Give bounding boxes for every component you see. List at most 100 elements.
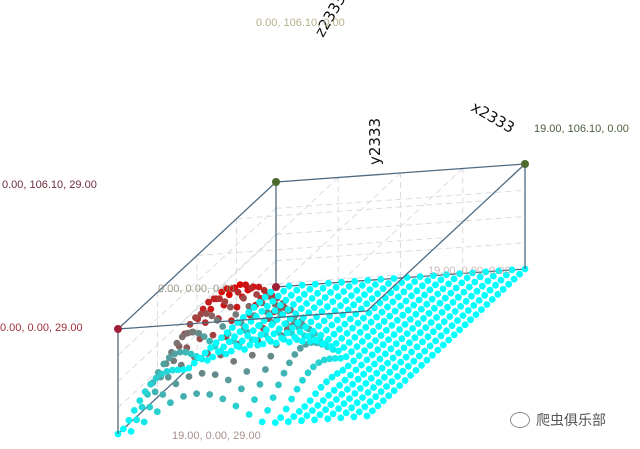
- data-point: [332, 340, 340, 347]
- corner-label-4: 0.00, 0.00, 29.00: [0, 322, 83, 334]
- data-point: [345, 283, 353, 290]
- data-point: [397, 358, 405, 366]
- data-point: [282, 405, 290, 413]
- data-point: [423, 300, 431, 308]
- data-point: [267, 352, 275, 360]
- data-point: [254, 341, 261, 349]
- data-point: [272, 339, 280, 347]
- data-point: [462, 297, 470, 305]
- data-point: [392, 340, 400, 348]
- data-point: [207, 344, 215, 352]
- data-point: [389, 354, 397, 362]
- data-point: [174, 366, 182, 374]
- data-point: [293, 385, 301, 393]
- data-point: [443, 327, 450, 335]
- data-point: [320, 356, 328, 364]
- data-point: [259, 340, 267, 348]
- data-point: [267, 288, 274, 296]
- data-point: [336, 381, 343, 389]
- data-point: [372, 281, 379, 288]
- data-point: [220, 343, 228, 351]
- data-point: [223, 285, 231, 293]
- data-point: [338, 335, 346, 342]
- data-point: [384, 303, 391, 311]
- data-point: [291, 351, 299, 358]
- bounding-box-back: [117, 182, 526, 435]
- data-point: [271, 307, 279, 314]
- data-point: [416, 329, 424, 337]
- data-point: [328, 321, 336, 329]
- data-point: [229, 324, 236, 331]
- chat-bubble-icon: [510, 412, 530, 428]
- data-point: [304, 332, 312, 340]
- corner-label-2: 0.00, 106.10, 0.00: [256, 17, 345, 29]
- data-point: [373, 369, 381, 377]
- box-edge: [275, 163, 526, 183]
- data-point: [401, 321, 409, 328]
- data-point: [180, 393, 187, 400]
- data-point: [198, 369, 206, 377]
- data-point: [495, 267, 503, 275]
- data-point: [385, 392, 393, 400]
- data-point: [138, 403, 146, 411]
- data-point: [234, 288, 242, 296]
- data-point: [206, 337, 214, 345]
- data-point: [250, 303, 258, 311]
- data-point: [356, 328, 364, 336]
- data-point: [264, 407, 271, 414]
- data-point: [164, 373, 172, 381]
- data-point: [357, 385, 364, 392]
- data-point: [374, 290, 381, 298]
- data-point: [140, 418, 148, 426]
- data-point: [228, 347, 235, 355]
- data-point: [429, 272, 437, 279]
- data-point: [433, 314, 440, 321]
- data-point: [224, 376, 232, 384]
- data-point: [351, 390, 359, 397]
- data-point: [418, 361, 425, 369]
- data-point: [348, 348, 355, 356]
- data-point: [409, 325, 416, 332]
- box-edge: [117, 310, 368, 330]
- data-point: [326, 355, 334, 363]
- data-point: [400, 344, 408, 352]
- data-point: [209, 353, 217, 361]
- data-point: [370, 384, 377, 391]
- data-point: [325, 392, 333, 399]
- data-point: [127, 428, 135, 435]
- data-point: [364, 389, 372, 396]
- data-point: [133, 416, 141, 424]
- data-point: [469, 269, 476, 277]
- data-point: [446, 313, 454, 320]
- data-point: [398, 335, 406, 343]
- data-point: [297, 305, 305, 312]
- data-point: [408, 348, 415, 356]
- data-point: [163, 368, 171, 375]
- data-point: [130, 407, 138, 414]
- data-point: [344, 362, 352, 370]
- data-point: [439, 285, 447, 293]
- data-point: [298, 417, 305, 425]
- data-point: [390, 331, 398, 338]
- data-point: [434, 346, 442, 354]
- data-point: [284, 306, 292, 313]
- data-points: [114, 265, 529, 438]
- data-point: [411, 334, 419, 342]
- data-point: [309, 327, 317, 335]
- data-point: [296, 328, 304, 336]
- data-point: [417, 305, 425, 313]
- data-point: [458, 279, 466, 287]
- data-point: [295, 408, 303, 415]
- data-point: [223, 329, 231, 336]
- data-point: [279, 311, 286, 318]
- data-point: [351, 334, 359, 341]
- data-point: [420, 315, 427, 322]
- data-point: [315, 322, 323, 330]
- data-point: [439, 341, 447, 349]
- data-point: [271, 419, 279, 426]
- grid-lines: [117, 168, 526, 409]
- data-point: [242, 323, 249, 330]
- data-point: [419, 338, 426, 346]
- data-point: [347, 315, 354, 323]
- data-point: [265, 335, 272, 343]
